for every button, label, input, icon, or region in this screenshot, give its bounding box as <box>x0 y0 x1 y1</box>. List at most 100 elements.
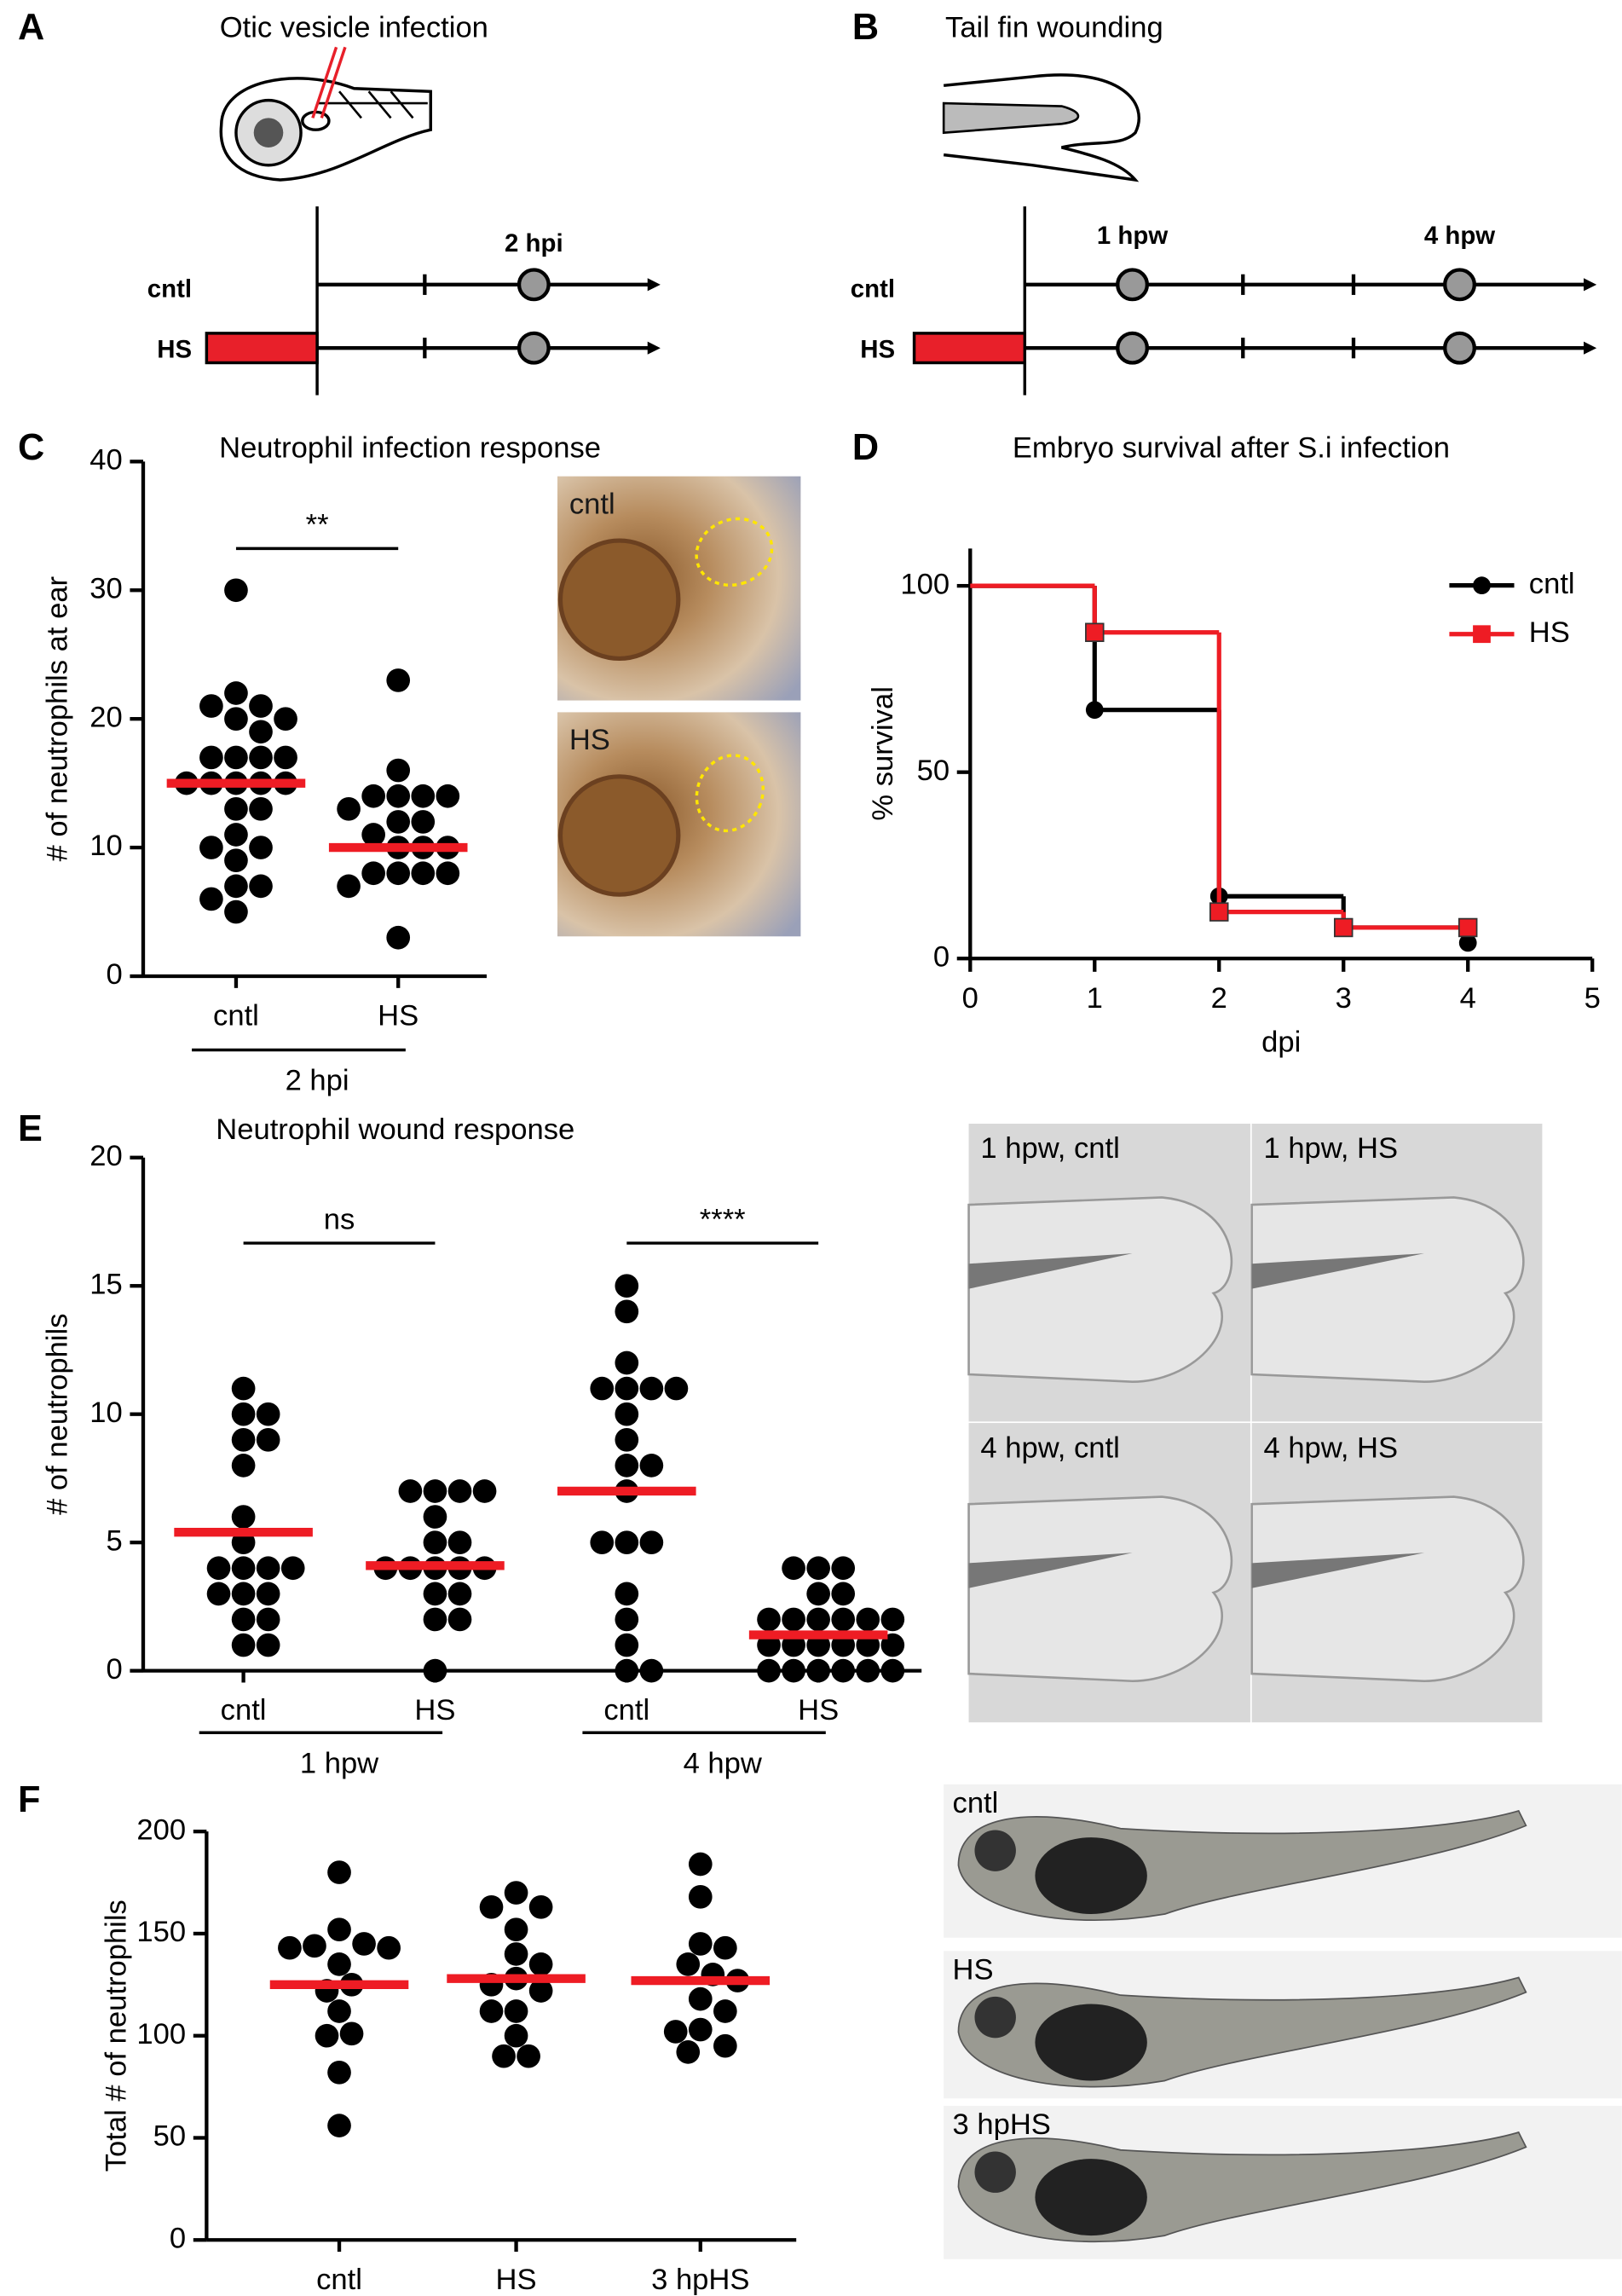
data-point <box>386 810 411 834</box>
panel-label: F <box>18 1779 40 1820</box>
x-tick-label: 4 <box>1460 982 1476 1015</box>
timepoint-marker <box>1116 331 1150 365</box>
significance-label: **** <box>700 1203 746 1235</box>
data-point <box>615 1607 639 1632</box>
data-point <box>806 1658 830 1683</box>
schematic-b: B Tail fin wounding 1 hpw 4 hpw cntl HS <box>851 7 1597 396</box>
data-point <box>327 2061 351 2085</box>
data-point <box>492 2044 516 2068</box>
timepoint-marker <box>1116 268 1150 302</box>
data-point <box>224 848 248 873</box>
eye <box>557 774 681 897</box>
x-tick-label: HS <box>414 1694 455 1726</box>
data-point <box>303 1934 326 1958</box>
x-tick-label: 5 <box>1584 982 1601 1015</box>
larva-eye <box>974 2151 1016 2193</box>
y-tick-label: 150 <box>136 1916 186 1948</box>
data-point <box>249 796 273 821</box>
heat-shock-bar <box>912 332 1027 365</box>
data-point <box>615 1454 639 1478</box>
data-point <box>199 887 223 911</box>
data-point <box>231 1607 256 1632</box>
data-point <box>386 668 411 692</box>
legend-label: cntl <box>1529 568 1575 600</box>
data-point <box>664 1376 689 1401</box>
micrograph-label: 4 hpw, cntl <box>980 1431 1119 1464</box>
data-point <box>880 1607 905 1632</box>
schematic-title: Tail fin wounding <box>945 12 1163 44</box>
data-point <box>472 1479 497 1503</box>
data-point <box>327 1860 351 1884</box>
x-axis-label: dpi <box>1261 1027 1301 1059</box>
significance-label: ns <box>324 1203 355 1235</box>
data-point <box>315 2023 339 2048</box>
row-label: cntl <box>851 275 895 303</box>
data-point <box>856 1658 880 1683</box>
y-tick-label: 40 <box>89 444 122 477</box>
data-point <box>337 874 361 899</box>
data-point <box>224 899 248 924</box>
timepoint-label: 4 hpw <box>1424 222 1495 250</box>
data-point <box>249 694 273 718</box>
micrograph: 3 hpHS <box>944 2105 1622 2259</box>
micrograph: 1 hpw, cntl <box>967 1123 1250 1422</box>
data-point <box>615 1376 639 1401</box>
micrograph-label: cntl <box>569 488 615 520</box>
data-point <box>398 1479 423 1503</box>
data-point <box>411 861 436 886</box>
data-point <box>231 1454 256 1478</box>
data-point <box>386 861 411 886</box>
data-point <box>615 1299 639 1324</box>
data-point <box>639 1376 664 1401</box>
data-point <box>615 1402 639 1426</box>
data-marker <box>1085 622 1105 643</box>
data-point <box>615 1658 639 1683</box>
y-tick-label: 0 <box>933 940 950 973</box>
data-point <box>231 1376 256 1401</box>
panel-label: D <box>852 427 879 468</box>
y-tick-label: 50 <box>917 755 950 787</box>
y-axis-label: # of neutrophils <box>42 1313 74 1514</box>
data-marker <box>1209 902 1229 922</box>
data-point <box>339 2021 364 2046</box>
row-label: HS <box>157 335 192 363</box>
micrograph-label: HS <box>569 724 610 756</box>
schematic-a: A Otic vesicle infection 2 hpi cntl HS <box>18 7 661 396</box>
micrograph-label: 1 hpw, HS <box>1263 1132 1398 1165</box>
data-point <box>639 1658 664 1683</box>
y-tick-label: 200 <box>136 1813 186 1846</box>
data-point <box>249 874 273 899</box>
data-point <box>411 810 436 834</box>
data-point <box>831 1556 856 1581</box>
data-point <box>423 1505 447 1529</box>
x-tick-label: 0 <box>962 982 978 1015</box>
group-label: 2 hpi <box>286 1065 349 1097</box>
data-point <box>590 1530 615 1555</box>
data-point <box>517 2044 540 2068</box>
data-point <box>231 1505 256 1529</box>
x-tick-label: 3 <box>1336 982 1352 1015</box>
micrograph: cntl <box>944 1784 1622 1938</box>
yolk <box>1035 2004 1147 2081</box>
data-point <box>806 1556 830 1581</box>
y-tick-label: 10 <box>89 830 122 862</box>
x-tick-label: cntl <box>603 1694 649 1726</box>
data-point <box>447 1582 472 1606</box>
data-point <box>249 720 273 744</box>
data-point <box>831 1582 856 1606</box>
y-tick-label: 0 <box>170 2222 186 2254</box>
data-marker <box>1333 917 1354 938</box>
micrograph: cntl <box>557 476 801 701</box>
y-tick-label: 30 <box>89 572 122 604</box>
data-point <box>327 1917 351 1941</box>
data-point <box>806 1582 830 1606</box>
data-point <box>615 1530 639 1555</box>
fin-outline <box>967 1196 1233 1383</box>
data-point <box>856 1607 880 1632</box>
y-axis-label: % survival <box>867 686 899 821</box>
data-point <box>782 1658 805 1683</box>
data-point <box>713 1935 737 1960</box>
data-point <box>504 1942 528 1966</box>
